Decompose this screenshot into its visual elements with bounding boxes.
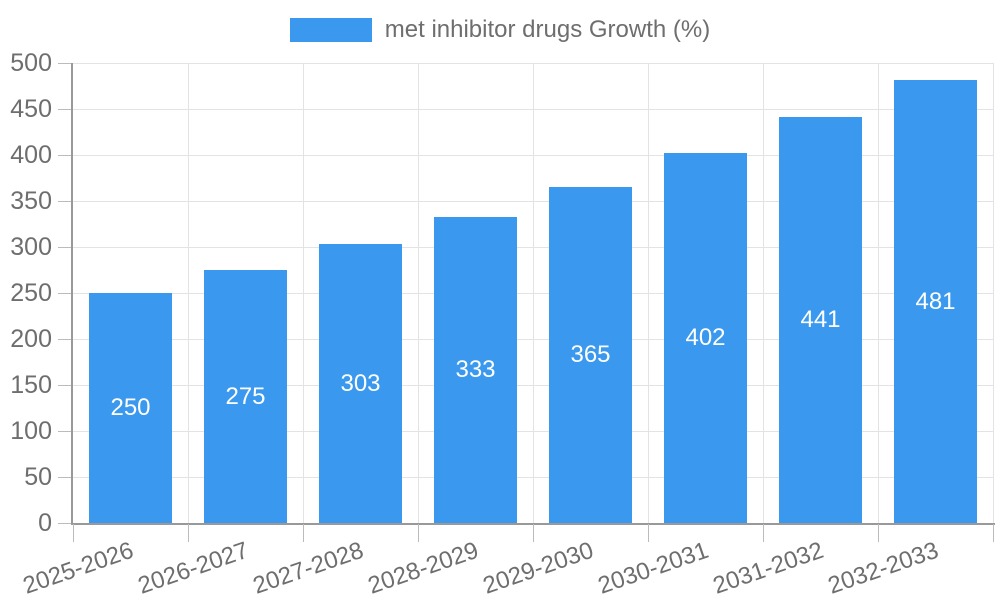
x-category-label-text: 2025-2026: [19, 536, 137, 600]
x-category-label-text: 2032-2033: [824, 536, 942, 600]
gridline-v: [533, 63, 534, 523]
bar-value-label: 365: [570, 341, 611, 369]
x-tick: [303, 524, 304, 542]
x-tick: [533, 524, 534, 542]
y-tick-label: 50: [24, 463, 52, 491]
x-tick: [993, 524, 994, 542]
bar-value-label: 275: [225, 382, 266, 410]
y-tick: [58, 109, 71, 110]
bar-value-label: 481: [915, 287, 956, 315]
y-tick-label: 150: [10, 371, 52, 399]
bar-value-label: 333: [455, 355, 496, 383]
bar[interactable]: [779, 117, 862, 523]
y-tick-label: 400: [10, 141, 52, 169]
y-tick-label: 350: [10, 187, 52, 215]
bar[interactable]: [434, 216, 517, 523]
plot-area: 250 275 303 333 365 402 441 481 0 50 100 150 200 250 3…: [10, 49, 995, 600]
y-tick-label: 200: [10, 325, 52, 353]
y-tick-label: 500: [10, 49, 52, 77]
x-category-label-text: 2027-2028: [249, 536, 367, 600]
legend-swatch: [289, 18, 372, 42]
x-tick: [73, 524, 74, 542]
x-category-label-text: 2026-2027: [134, 536, 252, 600]
gridline-v: [878, 63, 879, 523]
y-tick: [58, 293, 71, 294]
y-tick: [58, 385, 71, 386]
y-tick: [58, 201, 71, 202]
bar[interactable]: [204, 270, 287, 523]
y-tick: [58, 155, 71, 156]
y-tick: [58, 523, 71, 524]
y-tick: [58, 477, 71, 478]
y-tick: [58, 63, 71, 64]
gridline-v: [188, 63, 189, 523]
bar[interactable]: [664, 153, 747, 523]
legend: met inhibitor drugs Growth (%): [0, 16, 1000, 44]
gridline-v: [303, 63, 304, 523]
bar-value-label: 441: [800, 306, 841, 334]
x-tick: [763, 524, 764, 542]
y-tick-label: 250: [10, 279, 52, 307]
bar[interactable]: [319, 244, 402, 523]
bar-value-label: 402: [685, 324, 726, 352]
gridline-v: [418, 63, 419, 523]
x-category-label-text: 2030-2031: [594, 536, 712, 600]
legend-item[interactable]: met inhibitor drugs Growth (%): [289, 16, 711, 44]
x-tick: [418, 524, 419, 542]
y-tick-label: 300: [10, 233, 52, 261]
bar-value-label: 303: [340, 369, 381, 397]
bar[interactable]: [89, 293, 172, 523]
bar[interactable]: [894, 80, 977, 523]
y-axis-line: [71, 63, 73, 525]
x-tick: [188, 524, 189, 542]
legend-label: met inhibitor drugs Growth (%): [384, 16, 711, 43]
x-category-label-text: 2028-2029: [364, 536, 482, 600]
bar[interactable]: [549, 187, 632, 523]
x-tick: [878, 524, 879, 542]
x-category-label-text: 2031-2032: [709, 536, 827, 600]
y-tick-label: 0: [38, 509, 52, 537]
x-category-label-text: 2029-2030: [479, 536, 597, 600]
y-tick: [58, 431, 71, 432]
gridline-v: [763, 63, 764, 523]
gridline-v: [648, 63, 649, 523]
gridline-v: [993, 63, 994, 523]
y-tick: [58, 247, 71, 248]
x-tick: [648, 524, 649, 542]
y-tick-label: 450: [10, 95, 52, 123]
y-tick-label: 100: [10, 417, 52, 445]
bar-value-label: 250: [110, 394, 151, 421]
y-tick: [58, 339, 71, 340]
